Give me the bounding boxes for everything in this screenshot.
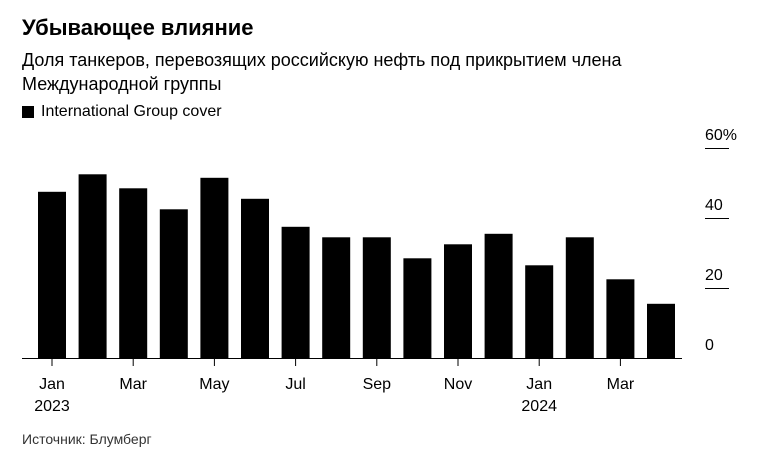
legend-swatch	[22, 106, 34, 118]
y-axis: 0 20 40 60%	[705, 127, 737, 354]
source-note: Источник: Блумберг	[22, 431, 152, 447]
x-tick-label: Mar	[607, 376, 635, 393]
y-tick-label: 0	[705, 337, 714, 354]
bar-2023-11	[444, 244, 472, 359]
x-tick-label: Nov	[444, 376, 472, 393]
legend: International Group cover	[22, 102, 222, 122]
chart-title: Убывающее влияние	[22, 15, 254, 40]
bar-2023-08	[322, 237, 351, 359]
bar-2023-05	[200, 177, 229, 359]
bar-2023-04	[159, 209, 188, 359]
bar-2023-06	[241, 198, 269, 359]
bar-2024-01	[525, 265, 554, 359]
bar-2024-04	[647, 303, 675, 359]
x-tick-year: 2024	[521, 398, 557, 415]
bar-2024-02	[565, 237, 594, 359]
x-tick-year: 2023	[34, 398, 70, 415]
chart-subtitle: Доля танкеров, перевозящих российскую не…	[22, 50, 622, 94]
bars-group	[22, 174, 682, 359]
x-tick-label: Jan	[526, 376, 552, 393]
bar-2023-02	[78, 174, 107, 359]
y-tick-label: 20	[705, 267, 723, 284]
bar-2023-01	[38, 191, 66, 359]
bar-2023-10	[403, 258, 432, 359]
bar-2023-09	[362, 237, 391, 359]
bar-2023-12	[484, 233, 513, 359]
x-tick-label: Sep	[363, 376, 392, 393]
y-tick-label: 60%	[705, 127, 737, 144]
x-tick-label: May	[199, 376, 229, 393]
bar-2024-03	[606, 279, 635, 359]
bar-2023-03	[119, 188, 148, 359]
x-tick-label: Mar	[119, 376, 147, 393]
y-tick-label: 40	[705, 197, 723, 214]
x-tick-label: Jul	[285, 376, 305, 393]
x-axis: Jan 2023 Mar May Jul Sep Nov Jan 2024 Mar	[34, 358, 635, 415]
x-tick-label: Jan	[39, 376, 65, 393]
legend-label: International Group cover	[41, 103, 222, 120]
bar-2023-07	[281, 226, 310, 359]
